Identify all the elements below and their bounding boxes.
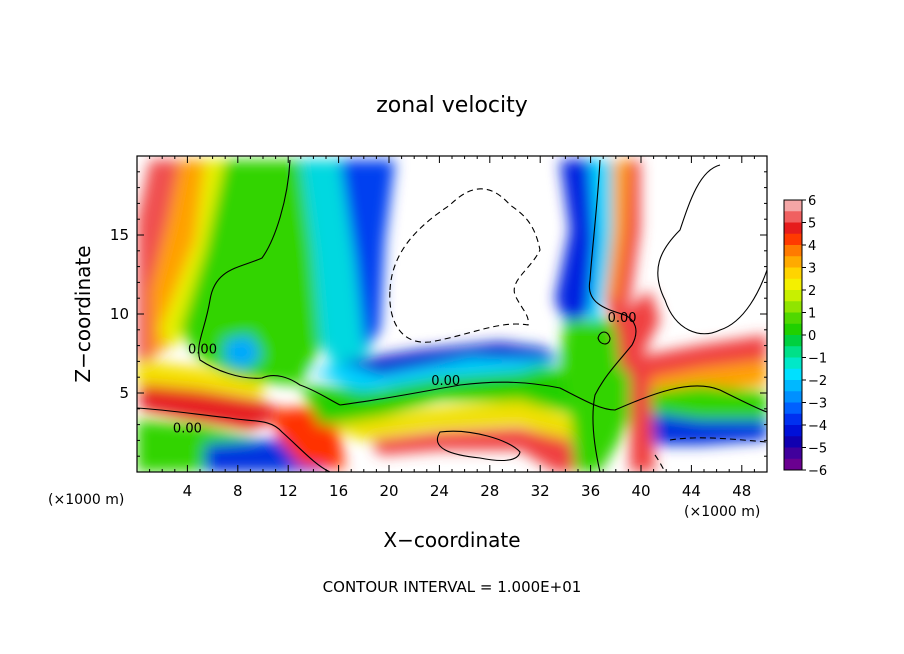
contour-interval-footer: CONTOUR INTERVAL = 1.000E+01 bbox=[323, 578, 582, 596]
x-tick-label: 36 bbox=[581, 482, 600, 500]
colorbar-swatch bbox=[784, 323, 802, 336]
contour-neg-dashed-right2 bbox=[654, 454, 666, 472]
x-tick-label: 12 bbox=[279, 482, 298, 500]
field-red-lowleft bbox=[140, 380, 290, 430]
x-unit-left: (×1000 m) bbox=[48, 492, 124, 508]
colorbar-swatch bbox=[784, 290, 802, 302]
colorbar-tick-label: 3 bbox=[808, 262, 816, 277]
colorbar-swatch bbox=[784, 458, 802, 471]
colorbar-swatch bbox=[784, 301, 802, 313]
velocity-field bbox=[137, 160, 767, 472]
y-tick-label: 5 bbox=[119, 384, 129, 402]
colorbar-swatch bbox=[784, 368, 802, 381]
y-tick-label: 10 bbox=[110, 305, 129, 323]
contour-label: 0.00 bbox=[608, 311, 637, 326]
y-axis: 5 10 15 bbox=[110, 171, 767, 457]
y-tick-label: 15 bbox=[110, 226, 129, 244]
colorbar-tick-label: −2 bbox=[808, 374, 827, 389]
colorbar-swatch bbox=[784, 425, 802, 437]
x-tick-label: 28 bbox=[480, 482, 499, 500]
contour-zero-left bbox=[198, 159, 341, 406]
contour-labels: 0.00 0.00 0.00 0.00 bbox=[173, 311, 637, 437]
plot-area bbox=[137, 156, 767, 472]
contour-zero-band bbox=[339, 381, 767, 413]
colorbar-swatch bbox=[784, 413, 802, 426]
x-tick-label: 48 bbox=[732, 482, 751, 500]
contour-label: 0.00 bbox=[188, 343, 217, 358]
x-axis-label: X−coordinate bbox=[383, 528, 520, 552]
field-red-band bbox=[370, 428, 580, 472]
colorbar-swatch bbox=[784, 222, 802, 235]
contour-pos-lowcenter bbox=[437, 430, 521, 462]
x-tick-label: 4 bbox=[183, 482, 193, 500]
colorbar-swatch bbox=[784, 402, 802, 415]
x-tick-label: 20 bbox=[379, 482, 398, 500]
field-cyan-right bbox=[588, 160, 615, 330]
colorbar-swatch bbox=[784, 267, 802, 280]
contour-label: 0.00 bbox=[173, 422, 202, 437]
colorbar-tick-label: 5 bbox=[808, 217, 816, 232]
colorbar-tick-label: 0 bbox=[808, 329, 816, 344]
colorbar-tick-label: −1 bbox=[808, 352, 827, 367]
x-tick-label: 16 bbox=[329, 482, 348, 500]
colorbar-tick-label: −6 bbox=[808, 464, 827, 479]
x-tick-label: 40 bbox=[631, 482, 650, 500]
colorbar-swatch bbox=[784, 312, 802, 325]
x-tick-label: 24 bbox=[430, 482, 449, 500]
colorbar-swatch bbox=[784, 256, 802, 268]
colorbar-tick-label: −3 bbox=[808, 397, 827, 412]
colorbar-swatch bbox=[784, 233, 802, 246]
colorbar-swatch bbox=[784, 200, 802, 212]
colorbar-tick-label: 2 bbox=[808, 284, 816, 299]
colorbar-swatch bbox=[784, 245, 802, 257]
field-green-main bbox=[180, 160, 330, 385]
field-orange-right bbox=[608, 160, 628, 300]
field-yellow-lowleft bbox=[137, 360, 262, 398]
colorbar-tick-label: −5 bbox=[808, 442, 827, 457]
contour-lines bbox=[137, 159, 767, 472]
colorbar-swatch bbox=[784, 391, 802, 403]
colorbar-tick-label: 4 bbox=[808, 239, 816, 254]
colorbar-swatch bbox=[784, 278, 802, 291]
colorbar-swatch bbox=[784, 357, 802, 370]
colorbar-swatch bbox=[784, 436, 802, 448]
colorbar-tick-label: −4 bbox=[808, 419, 827, 434]
colorbar-tick-label: 1 bbox=[808, 307, 816, 322]
field-cyan-blob bbox=[225, 335, 262, 370]
field-yellow-band bbox=[330, 400, 590, 450]
field-blue-band bbox=[340, 342, 560, 375]
x-tick-label: 8 bbox=[233, 482, 243, 500]
field-red-right-mid bbox=[615, 290, 660, 370]
colorbar-swatch bbox=[784, 447, 802, 460]
colorbar: 6 5 4 3 2 1 0 −1 −2 −3 −4 −5 −6 bbox=[783, 194, 827, 479]
field-green-band bbox=[300, 360, 600, 425]
chart-title: zonal velocity bbox=[376, 93, 528, 118]
field-blue-column bbox=[340, 160, 395, 350]
x-tick-label: 32 bbox=[531, 482, 550, 500]
colorbar-tick-label: 6 bbox=[808, 194, 816, 209]
colorbar-swatch bbox=[784, 380, 802, 392]
contour-zero-low bbox=[137, 407, 331, 472]
y-axis-label: Z−coordinate bbox=[71, 245, 95, 382]
colorbar-swatch bbox=[784, 211, 802, 223]
contour-zero-right-small bbox=[597, 331, 611, 345]
x-axis: 4 8 12 16 20 24 28 32 36 40 44 48 bbox=[149, 156, 755, 500]
field-blue-eastband bbox=[630, 410, 767, 445]
colorbar-swatch bbox=[784, 335, 802, 347]
x-unit-right: (×1000 m) bbox=[684, 504, 760, 520]
x-tick-label: 44 bbox=[682, 482, 701, 500]
contour-label: 0.00 bbox=[431, 374, 460, 389]
contour-pos-upright bbox=[657, 164, 767, 335]
colorbar-swatch bbox=[784, 346, 802, 358]
contour-zero-right bbox=[588, 159, 637, 472]
